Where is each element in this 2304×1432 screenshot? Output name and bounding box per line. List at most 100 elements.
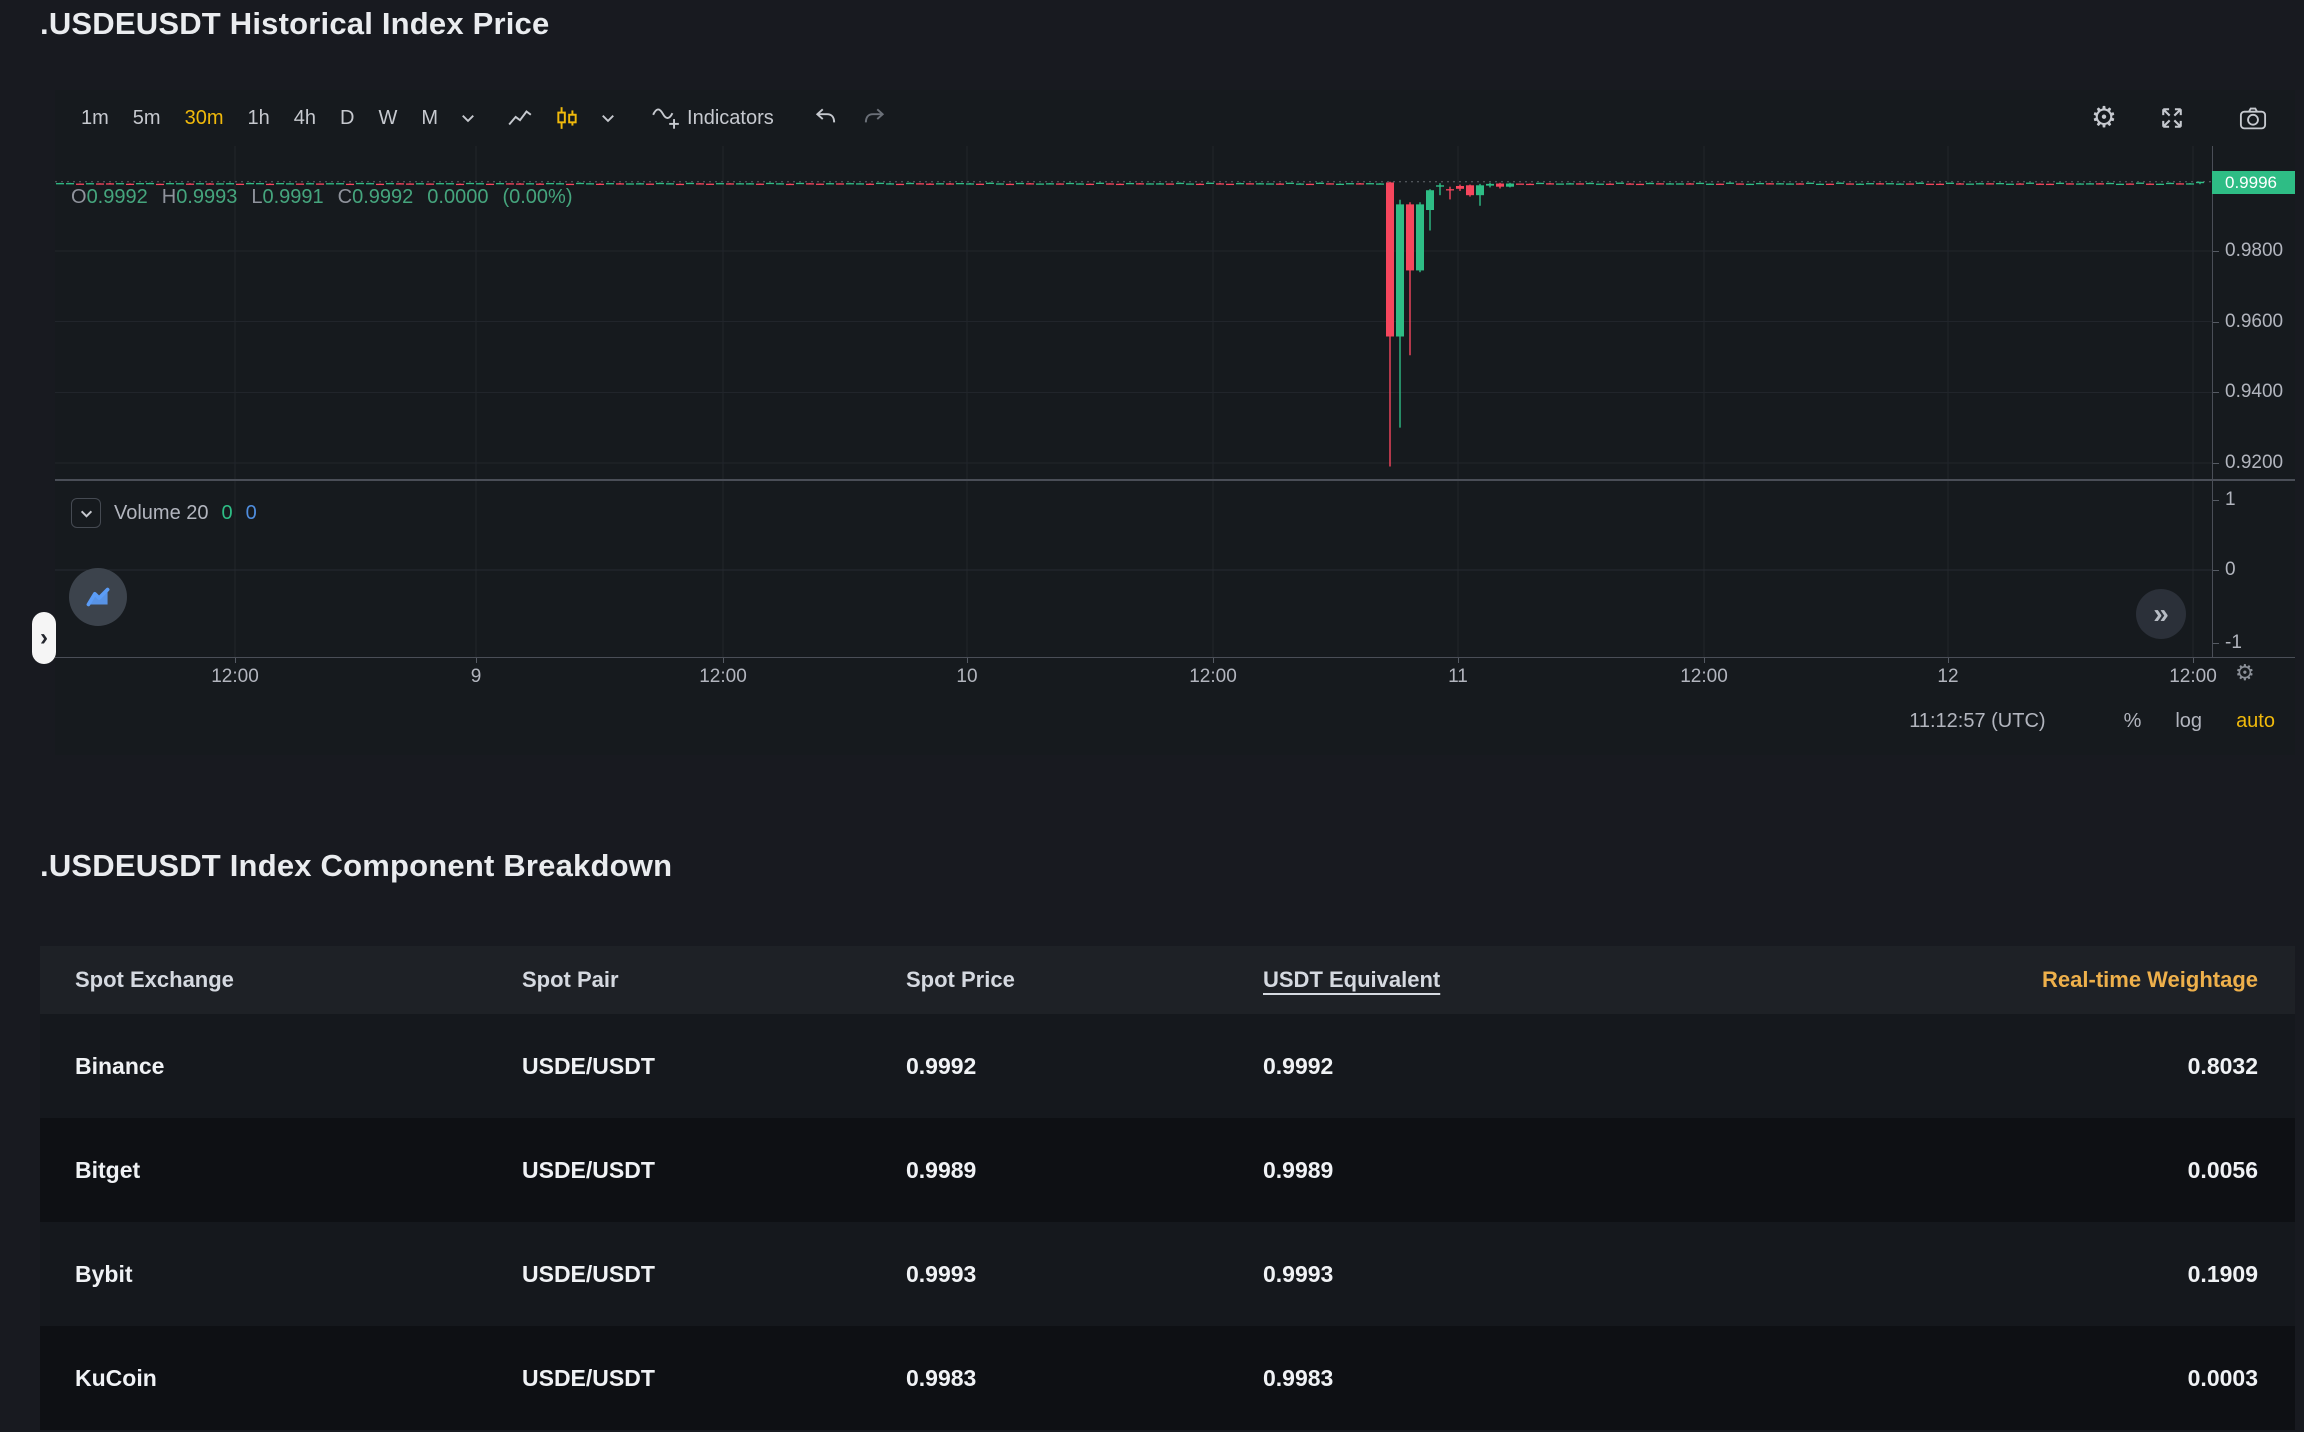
redo-icon[interactable] xyxy=(850,98,898,138)
cell-pair: USDE/USDT xyxy=(522,1260,655,1287)
cell-spot-price: 0.9983 xyxy=(906,1364,977,1391)
interval-button-1m-month[interactable]: M xyxy=(421,106,439,129)
volume-axis-label: 0 xyxy=(2212,559,2295,581)
time-axis-label: 12:00 xyxy=(1680,666,1728,687)
ohlc-high-value: 0.9993 xyxy=(176,186,238,208)
time-axis-label: 12:00 xyxy=(211,666,259,687)
interval-button-1d[interactable]: D xyxy=(340,106,355,129)
time-axis-tick xyxy=(1704,657,1705,663)
time-axis-tick xyxy=(235,657,236,663)
cell-pair: USDE/USDT xyxy=(522,1156,655,1183)
volume-value-green: 0 xyxy=(221,501,233,524)
volume-indicator-label: Volume 20 xyxy=(114,501,209,524)
price-axis-label: 0.9800 xyxy=(2212,240,2295,262)
interval-button-1m[interactable]: 1m xyxy=(81,106,109,129)
volume-axis-label: 1 xyxy=(2212,489,2295,511)
last-price-tag: 0.9996 xyxy=(2212,171,2295,194)
cell-exchange: Binance xyxy=(75,1052,165,1079)
auto-scale-button[interactable]: auto xyxy=(2236,710,2275,732)
time-axis-label: 12:00 xyxy=(2169,666,2217,687)
table-page-title: .USDEUSDT Index Component Breakdown xyxy=(40,848,673,883)
ohlc-change-value: 0.0000 xyxy=(427,186,489,208)
area-chart-icon xyxy=(86,587,110,607)
cell-exchange: Bybit xyxy=(75,1260,133,1287)
table-row-bitget: Bitget USDE/USDT 0.9989 0.9989 0.0056 xyxy=(40,1118,2295,1222)
cell-weightage: 0.0056 xyxy=(2187,1156,2258,1183)
ohlc-low-label: L xyxy=(251,186,263,208)
time-axis-label: 10 xyxy=(956,666,978,687)
price-axis-line[interactable] xyxy=(2212,146,2213,657)
cell-spot-price: 0.9989 xyxy=(906,1156,977,1183)
header-usdt-equivalent[interactable]: USDT Equivalent xyxy=(1263,967,1441,992)
log-scale-button[interactable]: log xyxy=(2175,710,2203,732)
ohlc-close-label: C xyxy=(337,186,353,208)
chart-toolbar: 1m 5m 30m 1h 4h D W M Indicators xyxy=(55,90,2295,146)
candlestick-chart-type-icon[interactable] xyxy=(544,98,590,138)
undo-icon[interactable] xyxy=(802,98,850,138)
header-spot-price: Spot Price xyxy=(906,967,1015,992)
area-chart-shortcut-button[interactable] xyxy=(69,568,127,626)
cell-weightage: 0.0003 xyxy=(2187,1364,2258,1391)
chart-toolbar-right: ⚙ xyxy=(2091,90,2279,146)
time-axis-tick xyxy=(1213,657,1214,663)
ohlc-legend: O0.9992 H0.9993 L0.9991 C0.9992 0.0000 (0.00%… xyxy=(71,186,586,209)
price-axis-label: 0.9400 xyxy=(2212,381,2295,403)
cell-spot-price: 0.9992 xyxy=(906,1052,977,1079)
volume-value-blue: 0 xyxy=(245,501,257,524)
header-spot-pair: Spot Pair xyxy=(522,967,619,992)
time-axis-label: 11 xyxy=(1448,666,1468,687)
line-chart-type-icon[interactable] xyxy=(496,98,544,138)
time-axis-separator xyxy=(55,657,2295,658)
time-axis-label: 9 xyxy=(470,666,482,687)
time-axis-tick xyxy=(1948,657,1949,663)
ohlc-low-value: 0.9991 xyxy=(262,186,324,208)
ohlc-close-value: 0.9992 xyxy=(352,186,414,208)
ohlc-open-label: O xyxy=(71,186,87,208)
scroll-to-latest-button[interactable]: » xyxy=(2136,589,2186,639)
chart-page-title: .USDEUSDT Historical Index Price xyxy=(40,6,550,41)
timezone-clock[interactable]: 11:12:57 (UTC) xyxy=(1909,710,2046,732)
candlestick-chart[interactable] xyxy=(55,146,2212,657)
cell-pair: USDE/USDT xyxy=(522,1364,655,1391)
cell-weightage: 0.1909 xyxy=(2187,1260,2258,1287)
indicators-label[interactable]: Indicators xyxy=(687,106,774,129)
chart-style-chevron-down-icon[interactable] xyxy=(590,98,626,138)
time-axis-tick xyxy=(967,657,968,663)
chevron-right-icon: › xyxy=(40,624,48,651)
pane-separator[interactable] xyxy=(55,479,2295,481)
volume-collapse-chevron-icon[interactable] xyxy=(71,498,101,528)
cell-weightage: 0.8032 xyxy=(2187,1052,2258,1079)
interval-button-5m[interactable]: 5m xyxy=(132,106,161,129)
percent-scale-button[interactable]: % xyxy=(2123,710,2142,732)
interval-button-4h[interactable]: 4h xyxy=(293,106,316,129)
volume-indicator-legend: Volume 20 0 0 xyxy=(71,498,257,528)
sidebar-expand-handle[interactable]: › xyxy=(32,612,56,664)
price-axis-label: 0.9200 xyxy=(2212,452,2295,474)
interval-button-1h[interactable]: 1h xyxy=(247,106,270,129)
screenshot-camera-icon[interactable] xyxy=(2227,98,2279,138)
volume-axis-label: -1 xyxy=(2212,632,2295,654)
double-chevron-right-icon: » xyxy=(2153,598,2169,629)
index-component-table: Spot Exchange Spot Pair Spot Price USDT … xyxy=(40,946,2295,1430)
table-row-binance: Binance USDE/USDT 0.9992 0.9992 0.8032 xyxy=(40,1014,2295,1118)
fullscreen-icon[interactable] xyxy=(2147,98,2197,138)
cell-usdt-equivalent: 0.9989 xyxy=(1263,1156,1334,1183)
axis-settings-gear-icon[interactable]: ⚙ xyxy=(2235,660,2255,685)
interval-button-1w[interactable]: W xyxy=(378,106,398,129)
interval-more-chevron-down-icon[interactable] xyxy=(450,98,486,138)
cell-exchange: KuCoin xyxy=(75,1364,157,1391)
time-axis-tick xyxy=(2193,657,2194,663)
chart-settings-gear-icon[interactable]: ⚙ xyxy=(2091,101,2117,134)
cell-usdt-equivalent: 0.9993 xyxy=(1263,1260,1334,1287)
indicators-icon[interactable] xyxy=(640,98,685,138)
time-axis-tick xyxy=(1458,657,1459,663)
time-axis-label: 12:00 xyxy=(1189,666,1237,687)
header-spot-exchange: Spot Exchange xyxy=(75,967,234,992)
interval-button-30m[interactable]: 30m xyxy=(184,106,224,129)
header-realtime-weightage: Real-time Weightage xyxy=(2042,967,2258,992)
ohlc-change-percent: (0.00%) xyxy=(502,186,573,208)
cell-usdt-equivalent: 0.9983 xyxy=(1263,1364,1334,1391)
chart-card: 1m 5m 30m 1h 4h D W M Indicators xyxy=(55,90,2295,755)
chart-footer-bar: 11:12:57 (UTC) % log auto xyxy=(1909,710,2275,733)
time-axis-tick xyxy=(723,657,724,663)
